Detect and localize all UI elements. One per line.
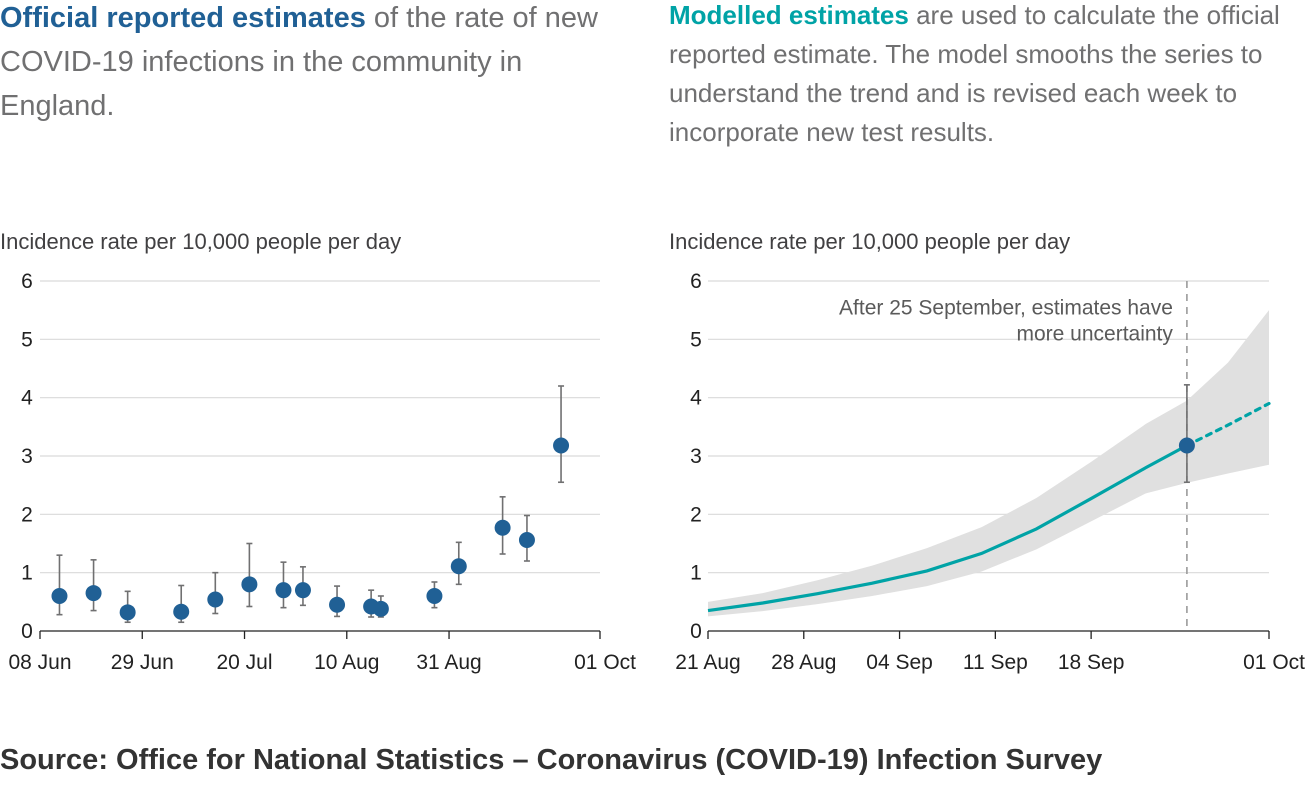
x-tick-label: 28 Aug bbox=[771, 651, 836, 674]
x-tick-label: 29 Jun bbox=[111, 651, 174, 674]
y-tick-label: 2 bbox=[21, 503, 33, 526]
x-tick-label: 20 Jul bbox=[216, 651, 272, 674]
modelled-line-projection bbox=[1185, 401, 1271, 448]
x-tick-label: 18 Sep bbox=[1058, 651, 1125, 674]
left-headline: Official reported estimates of the rate … bbox=[0, 0, 620, 128]
official-estimate-point bbox=[275, 582, 292, 599]
y-tick-label: 5 bbox=[690, 328, 702, 351]
official-estimate-point bbox=[207, 591, 224, 608]
y-tick-label: 0 bbox=[21, 620, 33, 643]
left-y-axis-label: Incidence rate per 10,000 people per day bbox=[0, 229, 402, 254]
source-note: Source: Office for National Statistics –… bbox=[0, 744, 1103, 776]
official-estimates-chart: 0 1 2 3 4 5 6 08 Jun 29 Jun 20 Jul 10 Aug 31 Aug 01 … bbox=[8, 270, 636, 674]
y-tick-label: 1 bbox=[690, 562, 702, 585]
annotation-line-1: After 25 September, estimates have bbox=[839, 296, 1173, 319]
official-estimate-point bbox=[173, 603, 190, 620]
official-estimate-point bbox=[329, 596, 346, 613]
official-estimate-point bbox=[1178, 437, 1195, 454]
y-tick-label: 0 bbox=[690, 620, 702, 643]
x-tick-label: 21 Aug bbox=[675, 651, 740, 674]
x-tick-label: 08 Jun bbox=[8, 651, 71, 674]
y-tick-label: 4 bbox=[21, 387, 33, 410]
y-tick-label: 3 bbox=[21, 445, 33, 468]
y-tick-label: 6 bbox=[690, 270, 702, 293]
annotation-line-2: more uncertainty bbox=[1016, 323, 1173, 346]
official-estimate-point bbox=[553, 437, 570, 454]
left-headline-rest: of the rate of new COVID-19 infections i… bbox=[0, 2, 598, 122]
official-estimate-point bbox=[51, 588, 68, 604]
right-headline-highlight: Modelled estimates bbox=[669, 0, 909, 30]
x-tick-label: 01 Oct bbox=[1243, 651, 1305, 674]
official-estimate-point bbox=[518, 532, 535, 548]
credible-interval-band bbox=[708, 310, 1269, 617]
official-estimate-point bbox=[119, 604, 136, 621]
official-estimate-point bbox=[85, 585, 102, 602]
y-tick-label: 4 bbox=[690, 387, 702, 410]
y-tick-label: 1 bbox=[21, 562, 33, 585]
right-y-axis-label: Incidence rate per 10,000 people per day bbox=[669, 229, 1071, 254]
official-estimate-point bbox=[294, 582, 311, 599]
x-tick-label: 31 Aug bbox=[416, 651, 481, 674]
y-tick-label: 6 bbox=[21, 270, 33, 293]
left-headline-highlight: Official reported estimates bbox=[0, 2, 366, 34]
official-estimate-point bbox=[426, 588, 443, 604]
x-tick-label: 04 Sep bbox=[866, 651, 933, 674]
modelled-estimates-chart: 0 1 2 3 4 5 6 21 Aug 28 Aug 04 Sep 11 Sep 18 Sep 01 … bbox=[675, 270, 1305, 674]
modelled-line bbox=[707, 444, 1188, 613]
x-tick-label: 11 Sep bbox=[963, 651, 1028, 674]
y-tick-label: 3 bbox=[690, 445, 702, 468]
right-headline: Modelled estimates are used to calculate… bbox=[669, 0, 1304, 152]
y-tick-label: 2 bbox=[690, 503, 702, 526]
x-tick-label: 10 Aug bbox=[314, 651, 379, 674]
x-tick-label: 01 Oct bbox=[574, 651, 636, 674]
official-estimate-point bbox=[241, 576, 258, 593]
right-headline-rest: are used to calculate the official repor… bbox=[669, 0, 1280, 147]
official-estimate-point bbox=[494, 519, 511, 536]
y-tick-label: 5 bbox=[21, 328, 33, 351]
official-estimate-point bbox=[450, 558, 467, 575]
official-estimate-point bbox=[372, 600, 389, 617]
